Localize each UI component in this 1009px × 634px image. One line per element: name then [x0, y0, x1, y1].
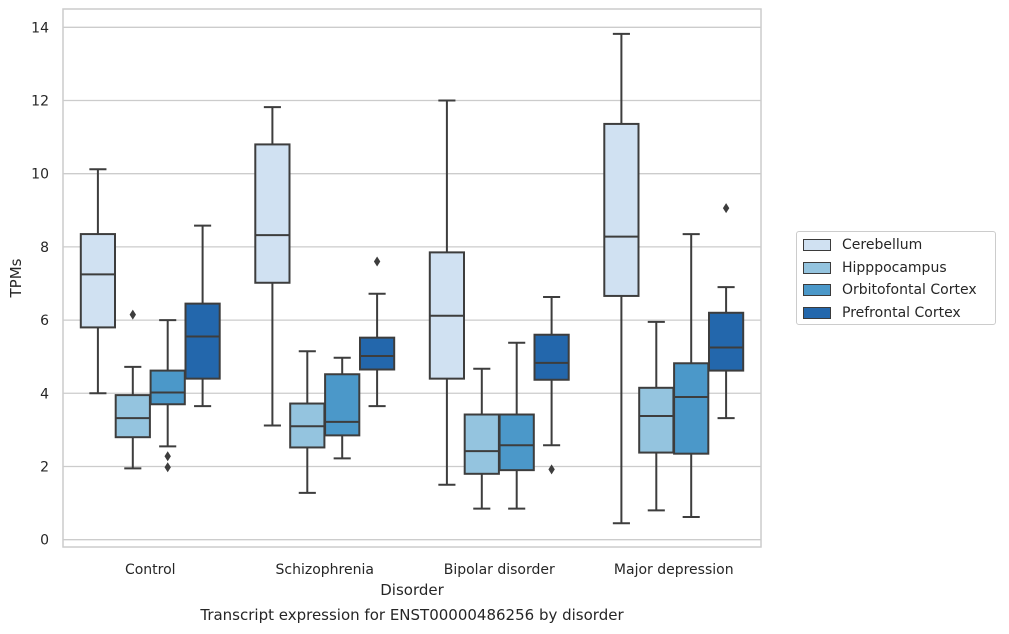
box-2-1 — [324, 356, 361, 460]
box-iqr — [184, 302, 221, 380]
legend-swatch-prefrontal — [803, 307, 831, 319]
outlier-0 — [129, 309, 136, 320]
box-iqr — [149, 369, 186, 406]
legend-label-prefrontal: Prefrontal Cortex — [842, 305, 961, 321]
box-1-3 — [638, 320, 675, 512]
outlier-0 — [548, 464, 555, 475]
box-1-1 — [289, 350, 326, 494]
chart-caption: Transcript expression for ENST0000048625… — [200, 606, 624, 624]
box-iqr — [463, 413, 500, 475]
box-iqr — [603, 122, 640, 297]
outlier-0 — [164, 451, 171, 462]
legend-label-cerebellum: Cerebellum — [842, 237, 923, 253]
y-axis-label: TPMs — [7, 258, 25, 298]
box-0-1 — [254, 106, 291, 427]
box-0-0 — [79, 168, 117, 395]
box-3-3 — [707, 203, 745, 420]
y-tick-label-6: 6 — [40, 313, 49, 329]
outlier-0 — [722, 203, 730, 214]
legend-item-orbitofrontal: Orbitofontal Cortex — [803, 281, 977, 299]
box-2-2 — [498, 341, 535, 510]
x-tick-labels: Control Schizophrenia Bipolar disorder Majo… — [125, 562, 734, 578]
box-1-2 — [463, 367, 500, 510]
box-2-3 — [673, 233, 710, 518]
legend: Cerebellum Hipppocampus Orbitofontal Cor… — [796, 231, 996, 325]
y-tick-labels: 0 2 4 6 8 10 12 14 — [31, 20, 49, 548]
box-series — [79, 32, 745, 525]
legend-label-orbitofrontal: Orbitofontal Cortex — [842, 282, 977, 298]
y-tick-label-14: 14 — [31, 20, 49, 36]
x-tick-label-0: Control — [125, 562, 176, 578]
box-iqr — [254, 143, 291, 284]
outlier-1 — [164, 462, 171, 473]
box-iqr — [498, 413, 535, 472]
box-0-2 — [428, 99, 466, 486]
y-tick-label-10: 10 — [31, 167, 49, 183]
box-iqr — [533, 333, 570, 381]
legend-item-hippocampus: Hipppocampus — [803, 259, 947, 277]
y-tick-label-2: 2 — [40, 459, 49, 475]
outlier-0 — [373, 256, 381, 267]
y-tick-label-12: 12 — [31, 93, 49, 109]
x-tick-label-2: Bipolar disorder — [444, 562, 555, 578]
box-iqr — [638, 386, 675, 454]
y-tick-label-0: 0 — [40, 533, 49, 549]
box-0-3 — [603, 32, 640, 525]
legend-label-hippocampus: Hipppocampus — [842, 260, 947, 276]
box-iqr — [358, 336, 396, 371]
x-tick-label-3: Major depression — [614, 562, 734, 578]
box-3-0 — [184, 224, 221, 408]
box-1-0 — [114, 309, 151, 470]
box-3-2 — [533, 296, 570, 475]
plot-frame — [62, 8, 762, 548]
legend-item-prefrontal: Prefrontal Cortex — [803, 304, 961, 322]
x-axis-label: Disorder — [380, 581, 444, 599]
y-tick-label-4: 4 — [40, 386, 49, 402]
box-iqr — [324, 373, 361, 437]
box-iqr — [114, 394, 151, 439]
legend-swatch-hippocampus — [803, 262, 831, 274]
y-tick-label-8: 8 — [40, 240, 49, 256]
legend-item-cerebellum: Cerebellum — [803, 236, 922, 254]
x-tick-label-1: Schizophrenia — [276, 562, 374, 578]
box-iqr — [707, 311, 745, 372]
box-2-0 — [149, 319, 186, 473]
legend-swatch-orbitofrontal — [803, 284, 831, 296]
legend-swatch-cerebellum — [803, 239, 831, 251]
box-iqr — [673, 362, 710, 455]
box-3-1 — [358, 256, 396, 408]
box-iqr — [79, 233, 117, 329]
